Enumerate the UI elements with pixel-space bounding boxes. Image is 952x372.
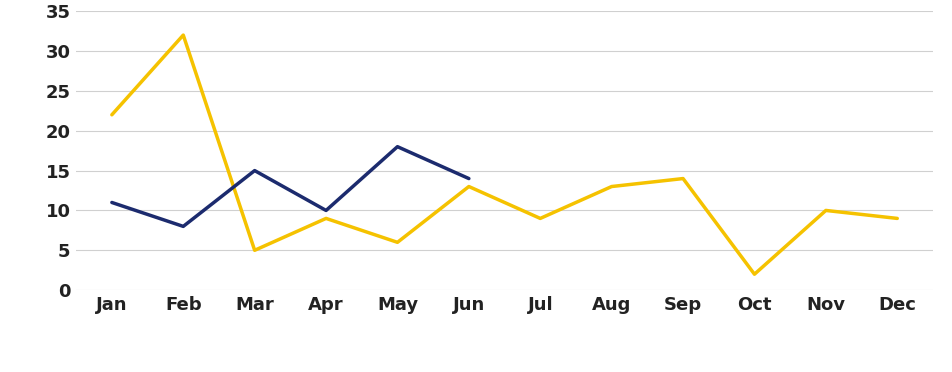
- 2021: [106, 200, 118, 205]
- 2020: [678, 176, 689, 181]
- 2020: [106, 113, 118, 117]
- 2021: [392, 144, 404, 149]
- 2021: [177, 224, 188, 229]
- 2021: [249, 169, 261, 173]
- 2020: [606, 184, 618, 189]
- Line: 2020: 2020: [112, 35, 898, 274]
- Line: 2021: 2021: [112, 147, 468, 227]
- 2020: [892, 216, 903, 221]
- 2020: [249, 248, 261, 253]
- 2020: [320, 216, 331, 221]
- 2020: [535, 216, 546, 221]
- 2020: [463, 184, 474, 189]
- 2020: [177, 33, 188, 37]
- 2021: [463, 176, 474, 181]
- 2020: [748, 272, 760, 276]
- 2020: [820, 208, 832, 213]
- 2021: [320, 208, 331, 213]
- 2020: [392, 240, 404, 244]
